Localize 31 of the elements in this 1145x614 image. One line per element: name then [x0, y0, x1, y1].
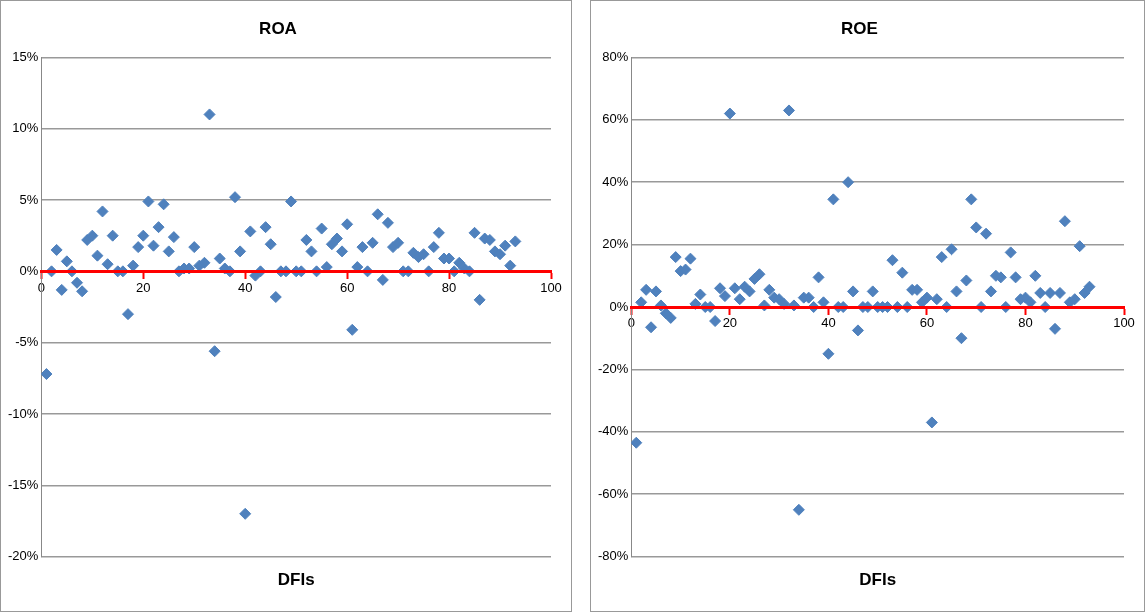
- y-tick-label: 40%: [602, 173, 629, 189]
- y-tick-label: -40%: [597, 423, 629, 439]
- x-tick-label: 60: [919, 315, 935, 331]
- y-tick-label: -60%: [597, 485, 629, 501]
- x-tick-label: 40: [821, 315, 836, 331]
- y-tick-label: 5%: [19, 191, 39, 207]
- y-tick-label: 10%: [12, 120, 39, 136]
- y-tick-label: -10%: [7, 405, 39, 421]
- x-axis-title: DFIs: [859, 570, 897, 590]
- x-tick-label: 20: [136, 279, 151, 295]
- x-tick-label: 20: [722, 315, 738, 331]
- x-tick-label: 40: [237, 279, 253, 295]
- y-tick-label: -5%: [15, 334, 39, 350]
- y-tick-label: -15%: [7, 476, 39, 492]
- y-tick-label: -20%: [597, 360, 629, 376]
- y-tick-label: 0%: [609, 298, 629, 314]
- x-tick-label: 100: [540, 279, 562, 295]
- y-tick-label: 60%: [602, 111, 629, 127]
- x-axis-title: DFIs: [277, 570, 315, 590]
- chart-title: ROE: [841, 18, 878, 38]
- y-tick-label: 20%: [602, 236, 629, 252]
- x-tick-label: 100: [1113, 315, 1135, 331]
- x-tick-label: 80: [441, 279, 457, 295]
- y-tick-label: -20%: [7, 548, 39, 564]
- chart-title: ROA: [259, 18, 297, 38]
- x-tick-label: 60: [339, 279, 355, 295]
- x-tick-label: 80: [1018, 315, 1033, 331]
- y-tick-label: 0%: [19, 262, 39, 278]
- y-tick-label: -80%: [597, 548, 629, 564]
- y-tick-label: 80%: [602, 48, 629, 64]
- y-tick-label: 15%: [12, 48, 39, 64]
